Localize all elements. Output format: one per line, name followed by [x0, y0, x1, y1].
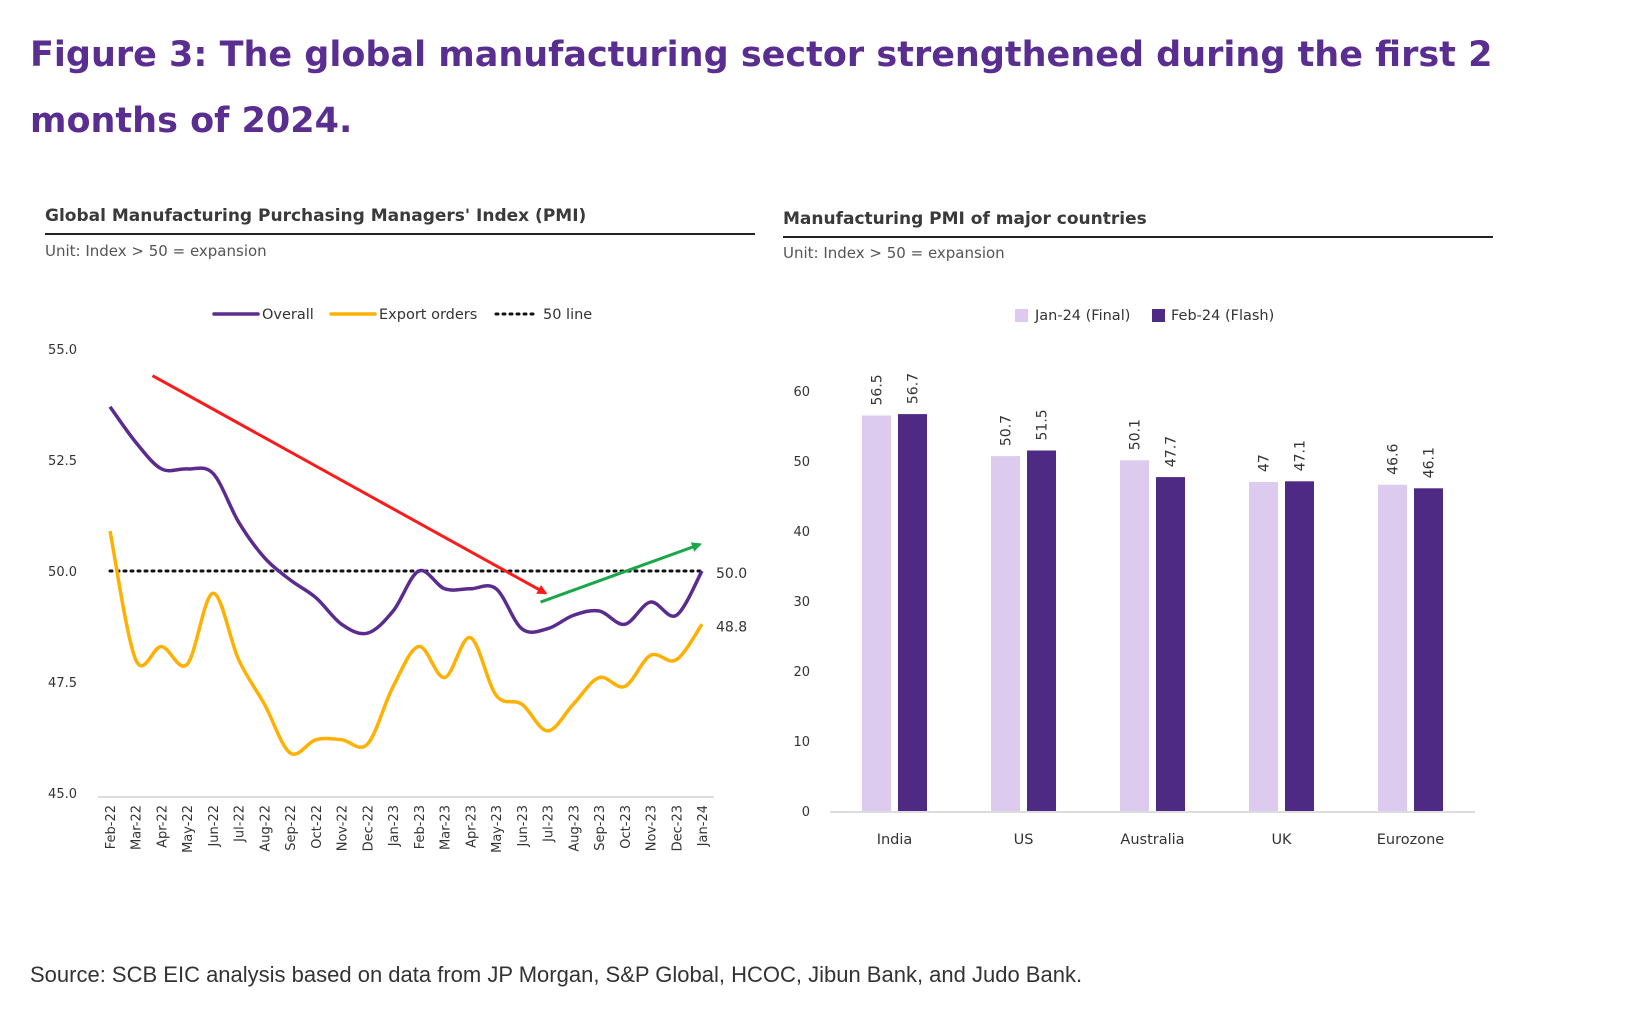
line-chart-y-axis: 45.0 47.5 50.0 52.5 55.0 — [48, 343, 77, 802]
bar — [898, 414, 927, 811]
line-chart-x-tick: Mar-23 — [439, 805, 454, 850]
line-chart-title-rule — [45, 233, 755, 235]
bar-chart-y-tick: 20 — [793, 665, 810, 680]
bar — [991, 456, 1020, 811]
bar-value-label: 56.7 — [906, 373, 922, 404]
line-chart-x-tick: Feb-22 — [104, 805, 119, 849]
bar-chart-y-tick: 30 — [793, 595, 810, 610]
line-chart-x-tick: Jan-24 — [696, 805, 711, 847]
source-note: Source: SCB EIC analysis based on data f… — [30, 962, 1083, 987]
legend-swatch — [1152, 309, 1165, 322]
line-chart-y-tick: 55.0 — [48, 343, 77, 358]
line-chart-x-tick: Dec-23 — [670, 805, 685, 851]
line-chart-x-tick: Sep-22 — [284, 805, 299, 851]
bar-chart-y-tick: 50 — [793, 455, 810, 470]
downtrend-arrow — [151, 374, 548, 595]
line-chart-x-tick: Apr-23 — [464, 805, 479, 848]
line-chart-x-tick: Sep-23 — [593, 805, 608, 851]
line-chart-legend-item: Overall — [212, 307, 314, 323]
bar-chart-y-tick: 40 — [793, 525, 810, 540]
line-chart-y-tick: 47.5 — [48, 676, 77, 691]
bar-chart-x-tick: US — [1014, 832, 1034, 848]
bar-value-label: 50.7 — [999, 415, 1015, 446]
export-orders-series-line — [108, 530, 704, 756]
bar-chart-x-tick: India — [877, 832, 913, 848]
line-chart-end-label: 48.8 — [716, 619, 747, 635]
bar — [1027, 450, 1056, 811]
bar-chart-x-tick: Australia — [1120, 832, 1184, 848]
legend-label: Overall — [262, 307, 314, 323]
bar-chart-unit: Unit: Index > 50 = expansion — [783, 244, 1005, 262]
legend-label: Feb-24 (Flash) — [1171, 308, 1274, 324]
legend-swatch — [1015, 309, 1028, 322]
line-chart-x-tick: Aug-23 — [567, 805, 582, 852]
bar — [1414, 488, 1443, 811]
bar-chart-legend-item: Feb-24 (Flash) — [1152, 308, 1274, 324]
bar-value-label: 47.1 — [1293, 440, 1309, 471]
bar — [1249, 482, 1278, 811]
line-chart-legend-item: Export orders — [329, 307, 477, 323]
line-chart-unit: Unit: Index > 50 = expansion — [45, 242, 267, 260]
figure-title: Figure 3: The global manufacturing secto… — [30, 35, 1493, 141]
bar-chart-title-rule — [783, 236, 1493, 238]
line-chart-x-tick: Mar-22 — [130, 805, 145, 850]
bar — [1378, 484, 1407, 811]
line-chart-end-label: 50.0 — [716, 566, 747, 582]
legend-label: 50 line — [543, 307, 592, 323]
bar-chart-bars: 56.5 56.7 50.7 51.5 50.1 47.7 47 47.1 46.6 46.1 — [862, 373, 1443, 811]
bar-chart-legend: Jan-24 (Final) Feb-24 (Flash) — [1015, 308, 1274, 324]
line-chart-x-tick: Oct-23 — [619, 805, 634, 849]
bar-chart-y-tick: 10 — [793, 735, 810, 750]
line-chart-x-tick: Jun-23 — [516, 805, 531, 848]
line-chart-x-tick: Dec-22 — [361, 805, 376, 851]
bar-value-label: 46.6 — [1386, 444, 1402, 475]
line-chart-x-tick: Nov-23 — [645, 805, 660, 851]
line-chart-x-axis: Feb-22 Mar-22 Apr-22 May-22 Jun-22 Jul-22 Aug-… — [104, 805, 711, 853]
bar-chart-y-tick: 0 — [802, 805, 810, 820]
bar — [862, 415, 891, 811]
bar-chart-x-axis: India US Australia UK Eurozone — [877, 832, 1445, 848]
bar — [1285, 481, 1314, 811]
bar-value-label: 46.1 — [1422, 447, 1438, 478]
line-chart-legend-item: 50 line — [494, 307, 592, 323]
line-chart-legend: Overall Export orders 50 line — [212, 307, 592, 323]
bar-chart-x-tick: Eurozone — [1377, 832, 1445, 848]
overall-series-line — [108, 405, 704, 636]
line-chart-annotations: 50.0 48.8 — [716, 566, 747, 635]
line-chart-y-tick: 52.5 — [48, 454, 77, 469]
line-chart-title: Global Manufacturing Purchasing Managers… — [45, 206, 587, 226]
bar-value-label: 51.5 — [1035, 409, 1051, 440]
line-chart-x-tick: May-23 — [490, 805, 505, 853]
bar — [1156, 477, 1185, 811]
legend-label: Jan-24 (Final) — [1034, 308, 1130, 324]
bar-value-label: 50.1 — [1128, 419, 1144, 450]
bar-chart-y-axis: 0 10 20 30 40 50 60 — [793, 385, 810, 820]
bar-value-label: 47 — [1257, 454, 1273, 472]
bar-chart-title: Manufacturing PMI of major countries — [783, 209, 1147, 229]
line-chart-x-tick: Aug-22 — [258, 805, 273, 852]
line-chart-x-tick: Jun-22 — [207, 805, 222, 848]
line-chart-y-tick: 45.0 — [48, 787, 77, 802]
line-chart-x-tick: Jan-23 — [387, 805, 402, 847]
line-chart-x-tick: Oct-22 — [310, 805, 325, 849]
bar — [1120, 460, 1149, 811]
legend-label: Export orders — [379, 307, 477, 323]
line-chart-x-tick: Jul-22 — [233, 805, 248, 843]
bar-chart-y-tick: 60 — [793, 385, 810, 400]
line-chart-x-tick: Feb-23 — [413, 805, 428, 849]
line-chart-x-tick: Jul-23 — [542, 805, 557, 843]
bar-value-label: 47.7 — [1164, 436, 1180, 467]
line-chart-x-tick: May-22 — [181, 805, 196, 853]
line-chart-x-tick: Nov-22 — [336, 805, 351, 851]
line-chart-x-tick: Apr-22 — [155, 805, 170, 848]
uptrend-arrow — [540, 542, 702, 604]
bar-value-label: 56.5 — [870, 374, 886, 405]
line-chart-y-tick: 50.0 — [48, 565, 77, 580]
bar-chart-legend-item: Jan-24 (Final) — [1015, 308, 1130, 324]
bar-chart-x-tick: UK — [1271, 832, 1292, 848]
